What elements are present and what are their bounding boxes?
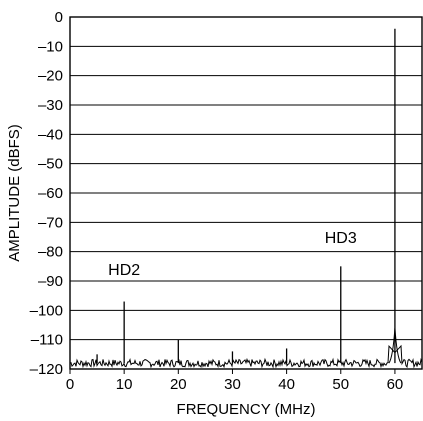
x-tick-label: 30: [224, 376, 241, 393]
y-tick-label: –50: [38, 156, 63, 173]
annotation-label: HD3: [325, 230, 357, 247]
annotation-label: HD2: [108, 262, 140, 279]
y-axis-ticks: 0 –10 –20 –30 –40 –50 –60 –70 –80 –90 –100 –110 –120: [30, 9, 63, 378]
x-tick-label: 20: [170, 376, 187, 393]
spectrum-spikes: [96, 28, 402, 364]
y-tick-label: 0: [55, 9, 63, 26]
y-tick-label: –120: [30, 361, 63, 378]
y-tick-label: –80: [38, 244, 63, 261]
y-tick-label: –20: [38, 68, 63, 85]
x-tick-label: 60: [387, 376, 404, 393]
fundamental-skirt: [388, 327, 402, 364]
y-tick-label: –10: [38, 38, 63, 55]
y-tick-label: –30: [38, 97, 63, 114]
plot-frame: [69, 16, 423, 370]
x-tick-label: 0: [66, 376, 74, 393]
y-tick-label: –70: [38, 214, 63, 231]
y-tick-label: –40: [38, 126, 63, 143]
y-tick-label: –100: [30, 302, 63, 319]
annotations: HD2 HD3: [108, 230, 357, 279]
y-tick-label: –110: [31, 332, 63, 349]
noise-floor-trace: [69, 344, 423, 369]
grid-lines: [70, 16, 422, 370]
x-axis-ticks: 0 10 20 30 40 50 60: [66, 369, 403, 393]
x-tick-label: 10: [116, 376, 133, 393]
y-axis-label: AMPLITUDE (dBFS): [6, 124, 23, 262]
x-tick-label: 40: [278, 376, 295, 393]
y-tick-label: –90: [38, 273, 63, 290]
y-tick-label: –60: [38, 185, 63, 202]
x-axis-label: FREQUENCY (MHz): [177, 401, 316, 418]
x-tick-label: 50: [332, 376, 349, 393]
noise-floor: [69, 344, 423, 369]
